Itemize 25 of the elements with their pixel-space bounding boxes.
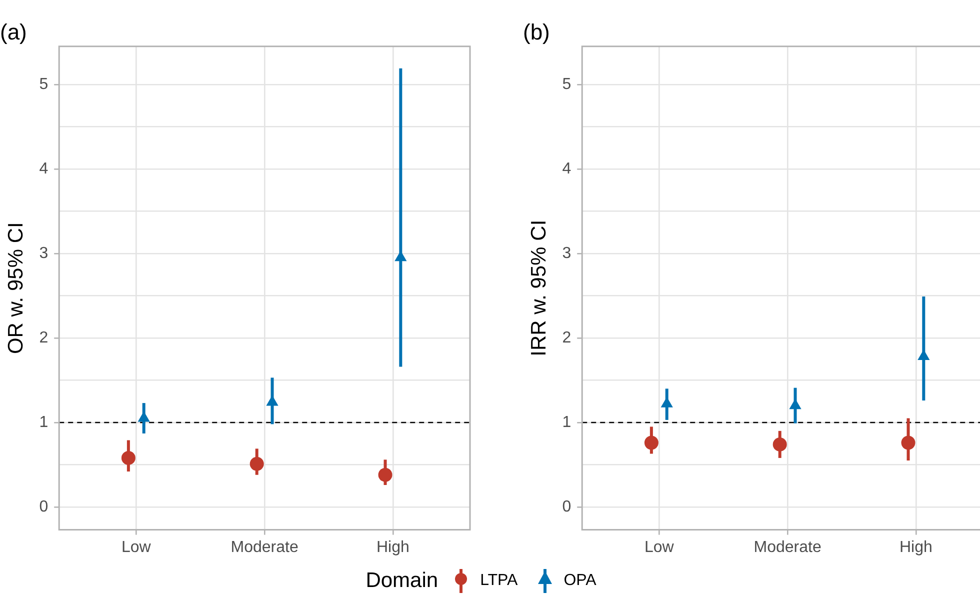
y-tick-label: 1 (39, 414, 48, 431)
y-tick-label: 5 (39, 76, 48, 93)
y-tick-label: 4 (39, 160, 48, 178)
y-axis-title: IRR w. 95% CI (527, 220, 550, 356)
y-tick-label: 1 (562, 414, 572, 431)
legend-label: LTPA (480, 572, 518, 590)
y-tick-label: 4 (562, 160, 572, 178)
y-tick-label: 2 (39, 329, 48, 346)
chart-title: (b) (523, 19, 550, 44)
chart-title: (a) (0, 19, 27, 44)
legend-label: OPA (564, 572, 596, 590)
x-tick-label: Moderate (754, 538, 822, 556)
legend-title: Domain (366, 569, 438, 593)
x-tick-label: High (376, 538, 410, 556)
y-tick-label: 0 (562, 498, 572, 516)
x-tick-label: Moderate (230, 538, 298, 556)
y-tick-label: 3 (562, 244, 572, 262)
x-tick-label: Low (644, 538, 674, 556)
y-tick-label: 3 (39, 244, 48, 262)
y-tick-label: 0 (39, 498, 48, 516)
x-tick-label: High (900, 538, 932, 556)
x-tick-label: Low (121, 538, 152, 556)
y-tick-label: 5 (562, 76, 572, 93)
y-axis-title: OR w. 95% CI (4, 222, 28, 354)
y-tick-label: 2 (562, 329, 572, 346)
